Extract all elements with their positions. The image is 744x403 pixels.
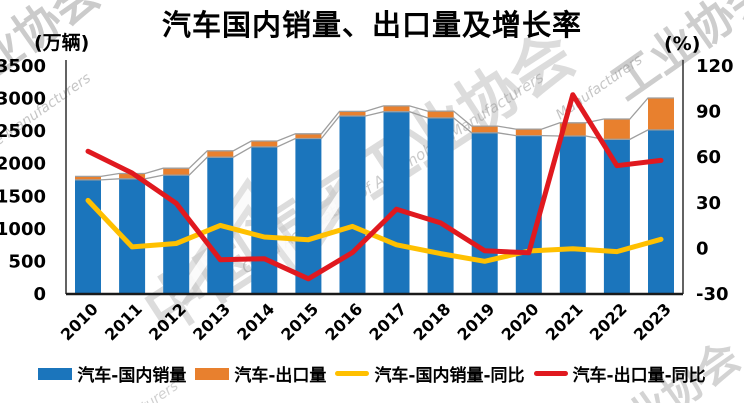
bar-export-volume-2018 — [427, 111, 454, 118]
x-axis-year-label: 2017 — [365, 299, 410, 344]
left-axis-tick-label: 3000 — [0, 89, 46, 110]
bar-domestic-sales-2014 — [251, 146, 278, 294]
bar-export-volume-2017 — [383, 105, 410, 112]
left-axis-tick-label: 3500 — [0, 56, 46, 77]
bar-export-volume-2016 — [339, 111, 366, 116]
bar-export-volume-2019 — [471, 126, 498, 133]
right-axis-tick-label: 0 — [696, 238, 709, 259]
bar-export-volume-2020 — [515, 129, 542, 136]
bar-export-volume-2011 — [119, 173, 146, 179]
bar-domestic-sales-2023 — [648, 129, 674, 294]
x-axis-year-label: 2020 — [498, 299, 543, 344]
bar-export-volume-2012 — [163, 168, 190, 176]
connector-line-domestic — [75, 111, 674, 181]
right-axis-tick-label: 120 — [696, 56, 734, 77]
bar-export-volume-2010 — [75, 176, 101, 180]
x-axis-year-label: 2010 — [57, 299, 102, 344]
x-axis-year-label: 2015 — [277, 299, 322, 344]
x-axis-year-label: 2022 — [586, 299, 631, 344]
bar-export-volume-2022 — [603, 119, 630, 140]
legend-swatch-domestic-sales-yoy — [335, 371, 370, 376]
right-axis-tick-label: 60 — [696, 147, 721, 168]
chart-title: 汽车国内销量、出口量及增长率 — [161, 8, 582, 42]
x-axis-year-label: 2016 — [321, 299, 366, 344]
legend-item-export-volume: 汽车-出口量 — [195, 361, 326, 386]
legend-swatch-export-volume-yoy — [533, 371, 568, 376]
bar-domestic-sales-2010 — [75, 179, 101, 294]
x-axis-year-label: 2019 — [454, 299, 499, 344]
bar-export-volume-2023 — [648, 98, 674, 130]
legend-swatch-domestic-sales — [38, 367, 73, 380]
x-axis-year-label: 2021 — [542, 299, 587, 344]
x-axis-year-label: 2011 — [101, 299, 146, 344]
bar-domestic-sales-2012 — [163, 175, 190, 294]
right-axis-tick-label: 30 — [696, 193, 721, 214]
legend-label-export-volume-yoy: 汽车-出口量-同比 — [572, 366, 706, 386]
bar-domestic-sales-2016 — [339, 116, 366, 294]
legend-label-domestic-sales-yoy: 汽车-国内销量-同比 — [374, 366, 525, 386]
right-axis-tick-label: 90 — [696, 102, 721, 123]
bar-domestic-sales-2019 — [471, 132, 498, 294]
bar-domestic-sales-2021 — [559, 136, 586, 294]
connector-line-total — [75, 97, 674, 178]
legend: 汽车-国内销量 汽车-出口量 汽车-国内销量-同比 汽车-出口量-同比 — [0, 361, 744, 386]
legend-label-export-volume: 汽车-出口量 — [234, 366, 327, 386]
x-axis-year-label: 2023 — [630, 299, 675, 344]
left-axis-tick-label: 2500 — [0, 121, 46, 142]
legend-item-domestic-sales: 汽车-国内销量 — [38, 361, 186, 386]
left-axis-tick-label: 0 — [33, 284, 46, 305]
legend-swatch-export-volume — [195, 367, 230, 380]
bar-export-volume-2013 — [207, 150, 234, 158]
legend-item-export-volume-yoy: 汽车-出口量-同比 — [533, 361, 706, 386]
x-axis-year-label: 2018 — [410, 299, 455, 344]
left-axis-tick-label: 2000 — [0, 154, 46, 175]
right-axis-unit: (%) — [664, 33, 701, 55]
left-axis-tick-label: 1000 — [0, 219, 46, 240]
left-axis-unit: (万辆) — [34, 32, 90, 54]
left-axis-tick-label: 1500 — [0, 186, 46, 207]
left-axis-tick-label: 500 — [8, 251, 46, 272]
bar-export-volume-2015 — [295, 133, 322, 139]
legend-label-domestic-sales: 汽车-国内销量 — [77, 366, 187, 386]
right-axis-tick-label: -30 — [696, 284, 729, 305]
legend-item-domestic-sales-yoy: 汽车-国内销量-同比 — [335, 361, 525, 386]
bar-domestic-sales-2018 — [427, 117, 454, 295]
growth-line-export-volume-yoy — [85, 92, 664, 282]
x-axis-year-label: 2014 — [233, 299, 278, 344]
bar-domestic-sales-2017 — [383, 111, 410, 294]
bar-export-volume-2014 — [251, 141, 278, 147]
growth-line-domestic-sales-yoy — [85, 197, 664, 264]
bars-layer — [75, 98, 674, 295]
bar-domestic-sales-2015 — [295, 138, 322, 294]
